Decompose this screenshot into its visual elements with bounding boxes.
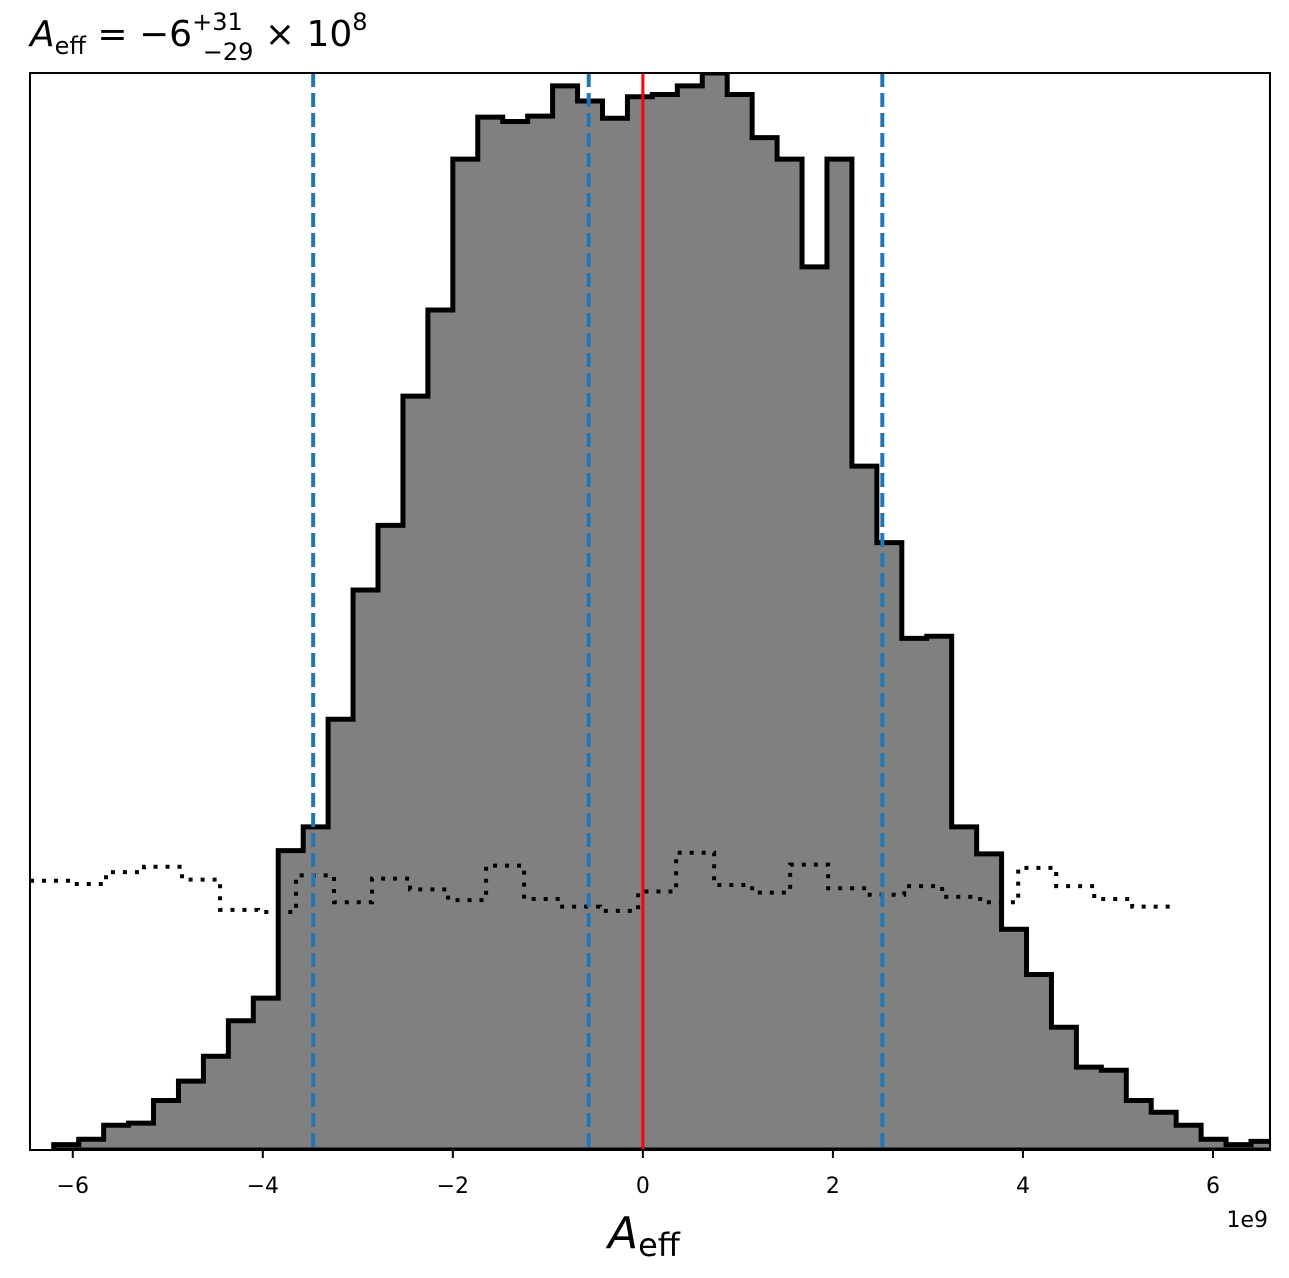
x-tick-label: 4	[1016, 1174, 1030, 1199]
posterior-histogram-fill	[53, 73, 1270, 1150]
x-axis-label: Aeff	[605, 1208, 681, 1264]
x-axis-offset-label: 1e9	[1226, 1208, 1268, 1233]
plot-content	[30, 73, 1270, 1150]
reference-lines	[311, 73, 885, 1150]
prior-histogram-line	[30, 850, 1171, 914]
x-tick-label: 2	[826, 1174, 840, 1199]
x-tick-label: 6	[1206, 1174, 1220, 1199]
x-tick-label: −6	[57, 1174, 89, 1199]
posterior-histogram-edge	[51, 73, 1270, 1150]
x-axis-ticks: −6 −4 −2 0 2 4 6	[57, 1150, 1220, 1199]
x-tick-label: −2	[437, 1174, 469, 1199]
axes-frame	[29, 72, 1271, 1151]
x-tick-label: 0	[636, 1174, 650, 1199]
chart-title: Aeff = −6+31 −29 × 108	[28, 8, 368, 66]
x-tick-label: −4	[247, 1174, 279, 1199]
